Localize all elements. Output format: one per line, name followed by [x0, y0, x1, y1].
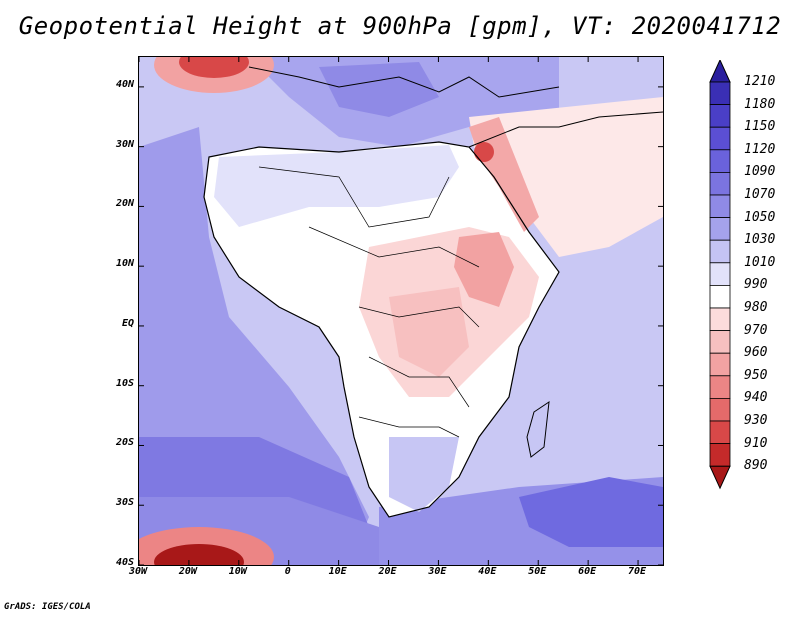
colorbar-bottom-arrow [709, 465, 731, 490]
lon-label: 40E [478, 566, 497, 577]
colorbar-box [709, 352, 731, 377]
colorbar-level-label: 960 [744, 345, 768, 361]
colorbar-level-label: 1210 [744, 74, 776, 89]
colorbar-level-label: 940 [744, 390, 768, 406]
colorbar-box [709, 81, 731, 106]
colorbar-level-label: 970 [744, 322, 768, 338]
height-field-map [139, 57, 663, 565]
colorbar-box [709, 284, 731, 309]
country-border [368, 356, 470, 408]
lat-label: EQ [121, 317, 134, 329]
colorbar-level-label: 910 [744, 435, 768, 451]
lon-label: 30W [128, 566, 148, 577]
colorbar-box [709, 375, 731, 399]
colorbar-level-label: 1070 [744, 187, 776, 202]
colorbar-box [709, 239, 731, 264]
lat-label: 20N [115, 198, 134, 210]
southern-africa-region [389, 437, 459, 512]
lon-label: 30E [428, 566, 447, 577]
lat-label: 40S [115, 557, 134, 568]
sw-low-core [154, 544, 244, 565]
lat-label: 40N [115, 78, 134, 90]
lat-label: 30S [115, 497, 134, 509]
colorbar-level-label: 890 [744, 458, 768, 474]
colorbar-level-label: 1090 [744, 164, 776, 180]
colorbar-box [709, 262, 731, 286]
lon-label: 10E [328, 566, 347, 577]
lat-label: 10S [115, 377, 134, 389]
country-border [258, 166, 450, 228]
colorbar-top-arrow [709, 60, 731, 83]
lon-label: 50E [528, 566, 547, 577]
indian-ocean-high [519, 477, 663, 547]
map-panel[interactable] [138, 56, 664, 566]
colorbar-box [709, 217, 731, 241]
axis-ticks [139, 57, 663, 565]
colorbar-box [709, 307, 731, 332]
colorbar-level-label: 1180 [744, 96, 776, 112]
lat-label: 30N [115, 138, 134, 150]
colorbar-level-label: 950 [744, 367, 768, 383]
colorbar-box [709, 330, 731, 354]
map-title: Geopotential Height at 900hPa [gpm], VT:… [18, 12, 782, 40]
country-border [358, 416, 460, 438]
colorbar [709, 60, 731, 490]
colorbar-level-label: 1120 [744, 141, 776, 157]
lon-label: 60E [578, 566, 597, 577]
colorbar-box [709, 194, 731, 219]
lon-label: 20W [178, 566, 197, 577]
lat-label: 10N [115, 258, 134, 270]
sahara-region [214, 145, 459, 227]
colorbar-box [709, 104, 731, 128]
country-border [358, 306, 480, 328]
colorbar-level-label: 990 [744, 277, 768, 293]
colorbar-level-label: 1050 [744, 209, 776, 225]
europe-coast [248, 66, 560, 98]
lon-label: 0 [284, 566, 291, 577]
arabia-region [469, 97, 663, 257]
colorbar-box [709, 126, 731, 151]
colorbar-box [709, 420, 731, 445]
nw-low-core [179, 57, 249, 78]
colorbar-level-label: 1010 [744, 254, 776, 270]
colorbar-box [709, 443, 731, 467]
levant-low [474, 142, 494, 162]
madagascar [526, 400, 550, 458]
middle-east-coast [468, 111, 663, 148]
colorbar-level-label: 1030 [744, 232, 776, 248]
lon-label: 70E [628, 566, 647, 577]
colorbar-box [709, 172, 731, 196]
credit-text: GrADS: IGES/COLA [4, 602, 91, 612]
med-high [319, 62, 439, 117]
colorbar-box [709, 397, 731, 422]
lon-label: 10W [228, 566, 247, 577]
ethiopia-low [454, 232, 514, 307]
colorbar-level-label: 980 [744, 300, 768, 315]
country-border [308, 226, 480, 268]
congo-low [389, 287, 469, 377]
colorbar-level-label: 930 [744, 413, 768, 428]
colorbar-box [709, 149, 731, 173]
lat-label: 20S [115, 437, 134, 449]
lon-label: 20E [378, 566, 397, 577]
colorbar-level-label: 1150 [744, 119, 776, 135]
